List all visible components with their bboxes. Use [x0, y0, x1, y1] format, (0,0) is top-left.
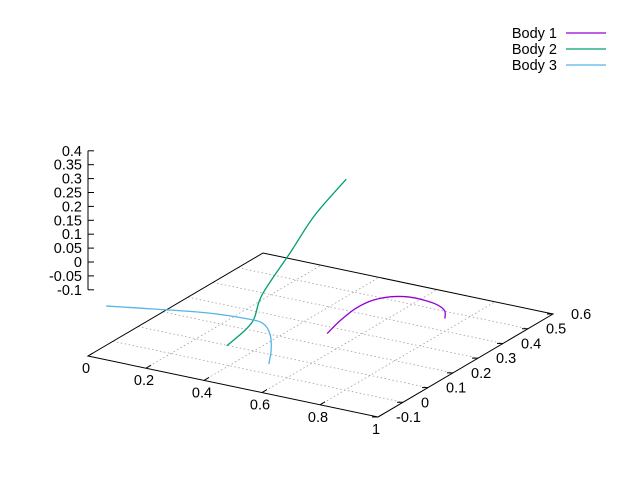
- series-group: [106, 178, 446, 365]
- z-tick-label-0: 0.4: [62, 144, 82, 160]
- y-tick-label-2: 0.1: [446, 381, 466, 397]
- z-tick-label-10: -0.1: [57, 283, 82, 299]
- x-tick-label-1: 0.2: [134, 373, 154, 389]
- legend-label-3: Body 3: [512, 58, 557, 74]
- x-tick-label-3: 0.6: [250, 398, 270, 414]
- z-axis: 0.40.350.30.250.20.150.10.050-0.05-0.1: [49, 144, 94, 299]
- z-tick-label-3: 0.25: [54, 186, 82, 202]
- x-tick-label-5: 1: [372, 422, 380, 438]
- y-tick-label-0: -0.1: [396, 410, 421, 426]
- x-tick-label-2: 0.4: [192, 385, 212, 401]
- x-tick-0: [87, 352, 94, 357]
- series-line-1: [326, 295, 446, 334]
- x-tick-1: [145, 364, 152, 369]
- y-tick-label-4: 0.3: [496, 351, 516, 367]
- z-tick-label-5: 0.15: [54, 213, 82, 229]
- z-tick-label-2: 0.3: [62, 172, 82, 188]
- y-tick-label-1: 0: [421, 395, 429, 411]
- grid-line-y-3: [162, 311, 454, 374]
- y-tick-label-6: 0.5: [546, 322, 566, 338]
- z-tick-label-4: 0.2: [62, 199, 82, 215]
- grid-line-x-1: [145, 264, 322, 369]
- grid-line-x-3: [261, 289, 438, 393]
- x-axis-ticks: 0 0.2 0.4 0.6 0.8 1: [82, 352, 384, 438]
- grid-line-y-1: [112, 340, 404, 403]
- grid-line-x-4: [319, 301, 496, 406]
- x-tick-label-0: 0: [82, 361, 90, 377]
- grid-line-y-2: [137, 326, 429, 388]
- z-tick-label-9: -0.05: [49, 269, 82, 285]
- grid-line-x-2: [203, 277, 380, 381]
- y-axis-ticks: -0.10 0.1 0.2 0.3 0.4 0.5 0.6: [372, 307, 591, 426]
- x-tick-label-4: 0.8: [308, 410, 328, 426]
- x-tick-2: [203, 376, 210, 381]
- x-tick-4: [319, 401, 326, 406]
- legend-label-1: Body 1: [512, 26, 557, 42]
- series-line-2: [226, 178, 347, 347]
- grid-line-y-5: [212, 282, 504, 344]
- legend-label-2: Body 2: [512, 42, 557, 58]
- y-tick-label-7: 0.6: [571, 307, 591, 323]
- base-frame: [86, 252, 555, 418]
- base-frame-outline: [86, 252, 555, 418]
- x-tick-3: [261, 389, 268, 394]
- z-tick-label-8: 0: [74, 255, 82, 271]
- x-tick-5: [377, 413, 384, 418]
- y-tick-label-5: 0.4: [521, 336, 541, 352]
- z-tick-label-7: 0.05: [54, 241, 82, 257]
- z-tick-label-6: 0.1: [62, 227, 82, 243]
- z-tick-label-1: 0.35: [54, 158, 82, 174]
- y-tick-label-3: 0.2: [471, 366, 491, 382]
- series-line-3: [106, 305, 272, 365]
